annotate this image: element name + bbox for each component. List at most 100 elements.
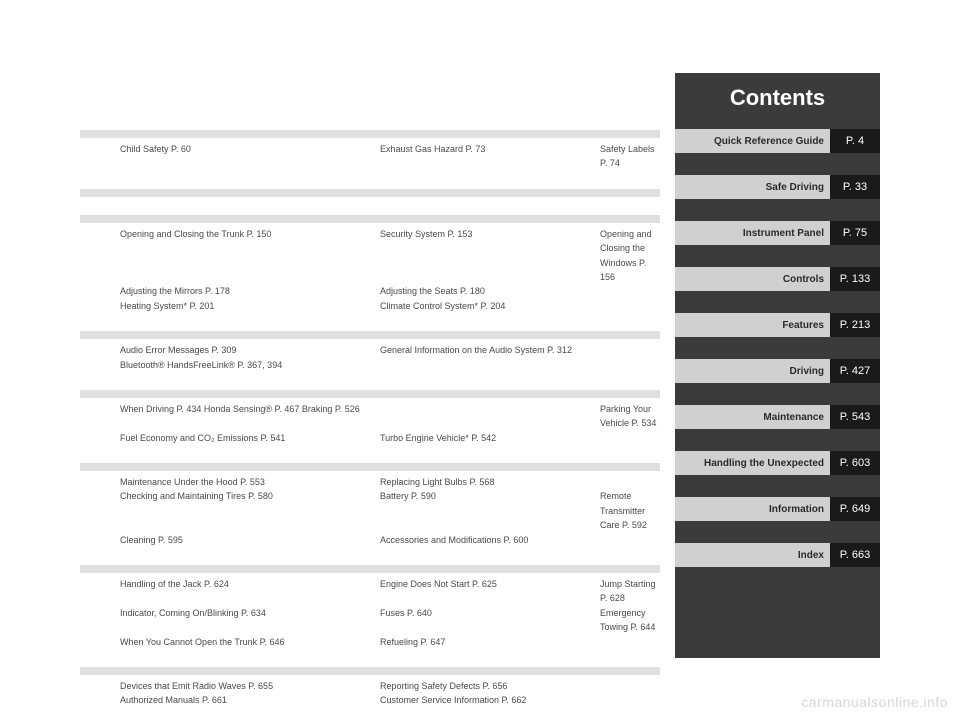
toc-cell: Checking and Maintaining Tires P. 580 (120, 489, 380, 532)
section-rows: Maintenance Under the Hood P. 553Replaci… (80, 475, 660, 547)
toc-row: When Driving P. 434 Honda Sensing® P. 46… (120, 402, 660, 431)
nav-item[interactable]: Quick Reference GuideP. 4 (675, 129, 880, 153)
toc-cell (600, 475, 660, 489)
toc-row: Indicator, Coming On/Blinking P. 634 Fus… (120, 606, 660, 635)
section-rows: Audio Error Messages P. 309General Infor… (80, 343, 660, 372)
section-band (80, 130, 660, 138)
section-band (80, 189, 660, 197)
section-rows: Child Safety P. 60Exhaust Gas Hazard P. … (80, 142, 660, 171)
nav-item[interactable]: Handling the UnexpectedP. 603 (675, 451, 880, 475)
toc-cell (600, 343, 660, 357)
toc-cell: Emergency Towing P. 644 (600, 606, 660, 635)
toc-cell (600, 431, 660, 445)
nav-item-page: P. 4 (830, 129, 880, 153)
nav-item-label: Maintenance (675, 405, 830, 429)
toc-row: Maintenance Under the Hood P. 553Replaci… (120, 475, 660, 489)
toc-cell: Parking Your Vehicle P. 534 (600, 402, 660, 431)
nav-item-label: Handling the Unexpected (675, 451, 830, 475)
toc-cell: When You Cannot Open the Trunk P. 646 (120, 635, 380, 649)
toc-cell: Refueling P. 647 (380, 635, 600, 649)
toc-cell: Replacing Light Bulbs P. 568 (380, 475, 600, 489)
toc-cell: Exhaust Gas Hazard P. 73 (380, 142, 600, 171)
toc-cell: Security System P. 153 (380, 227, 600, 285)
toc-cell: Battery P. 590 (380, 489, 600, 532)
nav-list: Quick Reference GuideP. 4 Safe DrivingP. … (675, 129, 880, 589)
toc-row: Devices that Emit Radio Waves P. 655Repo… (120, 679, 660, 693)
toc-row: Authorized Manuals P. 661Customer Servic… (120, 693, 660, 707)
nav-item-page: P. 603 (830, 451, 880, 475)
nav-item[interactable]: IndexP. 663 (675, 543, 880, 567)
nav-item-label: Features (675, 313, 830, 337)
toc-cell (600, 679, 660, 693)
toc-row: Child Safety P. 60Exhaust Gas Hazard P. … (120, 142, 660, 171)
toc-cell: Devices that Emit Radio Waves P. 655 (120, 679, 380, 693)
toc-cell: Handling of the Jack P. 624 (120, 577, 380, 606)
toc-row: Checking and Maintaining Tires P. 580Bat… (120, 489, 660, 532)
nav-item-label: Information (675, 497, 830, 521)
toc-cell: Turbo Engine Vehicle* P. 542 (380, 431, 600, 445)
toc-cell: Cleaning P. 595 (120, 533, 380, 547)
toc-cell (600, 284, 660, 298)
toc-cell (600, 533, 660, 547)
toc-cell: Climate Control System* P. 204 (380, 299, 600, 313)
nav-item-page: P. 649 (830, 497, 880, 521)
nav-item-page: P. 663 (830, 543, 880, 567)
toc-cell (600, 358, 660, 372)
toc-cell: Maintenance Under the Hood P. 553 (120, 475, 380, 489)
toc-cell: Accessories and Modifications P. 600 (380, 533, 600, 547)
toc-row: Opening and Closing the Trunk P. 150Secu… (120, 227, 660, 285)
nav-item-label: Quick Reference Guide (675, 129, 830, 153)
nav-item-label: Index (675, 543, 830, 567)
nav-item-page: P. 133 (830, 267, 880, 291)
toc-cell: Bluetooth® HandsFreeLink® P. 367, 394 (120, 358, 380, 372)
nav-item[interactable]: FeaturesP. 213 (675, 313, 880, 337)
nav-item[interactable]: Instrument PanelP. 75 (675, 221, 880, 245)
section-band (80, 215, 660, 223)
nav-item-page: P. 427 (830, 359, 880, 383)
toc-cell (600, 299, 660, 313)
contents-sidebar: Contents Quick Reference GuideP. 4 Safe D… (675, 73, 880, 658)
toc-cell (600, 635, 660, 649)
nav-item[interactable]: ControlsP. 133 (675, 267, 880, 291)
toc-cell: Fuel Economy and CO₂ Emissions P. 541 (120, 431, 380, 445)
nav-item-label: Driving (675, 359, 830, 383)
nav-item-label: Instrument Panel (675, 221, 830, 245)
contents-title: Contents (675, 73, 880, 129)
toc-cell: Remote Transmitter Care P. 592 (600, 489, 660, 532)
nav-item-page: P. 543 (830, 405, 880, 429)
nav-item-label: Controls (675, 267, 830, 291)
toc-row: Bluetooth® HandsFreeLink® P. 367, 394 (120, 358, 660, 372)
manual-page: Child Safety P. 60Exhaust Gas Hazard P. … (0, 0, 960, 722)
toc-cell: Indicator, Coming On/Blinking P. 634 (120, 606, 380, 635)
toc-row: Audio Error Messages P. 309General Infor… (120, 343, 660, 357)
toc-cell: Adjusting the Seats P. 180 (380, 284, 600, 298)
section-band (80, 463, 660, 471)
toc-cell (380, 358, 600, 372)
nav-item[interactable]: Safe DrivingP. 33 (675, 175, 880, 199)
toc-cell: When Driving P. 434 Honda Sensing® P. 46… (120, 402, 380, 431)
toc-cell: Customer Service Information P. 662 (380, 693, 600, 707)
nav-item[interactable]: MaintenanceP. 543 (675, 405, 880, 429)
toc-cell: Adjusting the Mirrors P. 178 (120, 284, 380, 298)
toc-cell: Heating System* P. 201 (120, 299, 380, 313)
toc-row: When You Cannot Open the Trunk P. 646 Re… (120, 635, 660, 649)
toc-cell: Jump Starting P. 628 (600, 577, 660, 606)
section-rows: When Driving P. 434 Honda Sensing® P. 46… (80, 402, 660, 445)
toc-content: Child Safety P. 60Exhaust Gas Hazard P. … (80, 130, 660, 726)
toc-cell: Opening and Closing the Windows P. 156 (600, 227, 660, 285)
section-band (80, 667, 660, 675)
toc-cell: Child Safety P. 60 (120, 142, 380, 171)
nav-item[interactable]: DrivingP. 427 (675, 359, 880, 383)
section-band (80, 565, 660, 573)
toc-cell: Authorized Manuals P. 661 (120, 693, 380, 707)
toc-row: Cleaning P. 595Accessories and Modificat… (120, 533, 660, 547)
nav-item-page: P. 213 (830, 313, 880, 337)
toc-cell: Safety Labels P. 74 (600, 142, 660, 171)
nav-item[interactable]: InformationP. 649 (675, 497, 880, 521)
toc-row: Fuel Economy and CO₂ Emissions P. 541Tur… (120, 431, 660, 445)
section-rows: Handling of the Jack P. 624Engine Does N… (80, 577, 660, 649)
section-rows: Devices that Emit Radio Waves P. 655Repo… (80, 679, 660, 708)
watermark: carmanualsonline.info (801, 694, 948, 710)
toc-cell (380, 402, 600, 431)
toc-cell: General Information on the Audio System … (380, 343, 600, 357)
